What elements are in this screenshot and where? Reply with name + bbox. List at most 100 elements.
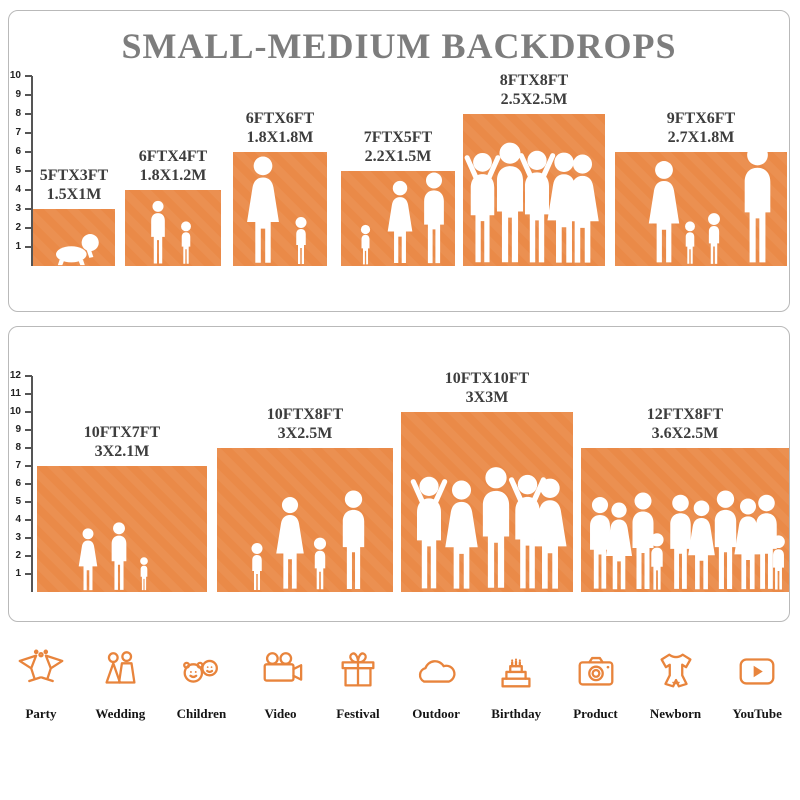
backdrop-bar-12ftx8ft: 12FTX8FT 3.6X2.5M (581, 406, 789, 592)
ruler-number: 3 (15, 203, 21, 214)
ruler-number: 9 (15, 89, 21, 100)
outdoor-icon (419, 660, 456, 683)
category-label: Video (264, 706, 297, 721)
category-youtube: YouTube (733, 648, 782, 722)
backdrop-bar-10ftx7ft: 10FTX7FT 3X2.1M (37, 424, 207, 592)
silhouette-woman (247, 156, 279, 263)
ruler-number: 7 (15, 127, 21, 138)
silhouette-man (744, 144, 771, 263)
category-outdoor: Outdoor (412, 648, 460, 722)
backdrop-bar-7ftx5ft: 7FTX5FT 2.2X1.5M (341, 129, 455, 266)
backdrop-label: 12FTX8FT 3.6X2.5M (646, 406, 724, 442)
silhouette-woman (648, 161, 680, 263)
ruler-number: 6 (15, 478, 21, 489)
category-birthday: Birthday (491, 648, 541, 722)
ruler-number: 8 (15, 442, 21, 453)
backdrop-bar-6ftx6ft: 6FTX6FT 1.8X1.8M (233, 110, 327, 266)
ruler-number: 9 (15, 424, 21, 435)
ruler-number: 6 (15, 146, 21, 157)
silhouette-child (295, 217, 307, 264)
silhouette-child (140, 557, 148, 591)
backdrop-label: 10FTX7FT 3X2.1M (83, 424, 161, 460)
ruler-number: 10 (9, 406, 21, 417)
backdrop-bar-6ftx4ft: 6FTX4FT 1.8X1.2M (125, 148, 221, 266)
silhouette-man (424, 172, 444, 264)
category-label: Newborn (649, 706, 702, 721)
ruler-number: 1 (15, 241, 21, 252)
silhouette-child (360, 224, 371, 265)
ruler-number: 5 (15, 165, 21, 176)
category-party: Party (18, 648, 64, 722)
category-product: Product (573, 648, 619, 722)
backdrop-label: 6FTX6FT 1.8X1.8M (245, 110, 315, 146)
silhouette-child (708, 213, 720, 264)
category-newborn: Newborn (650, 648, 701, 722)
category-festival: Festival (335, 648, 381, 722)
category-wedding: Wedding (95, 648, 145, 722)
category-label: YouTube (732, 706, 782, 721)
silhouette-man (111, 522, 127, 590)
ruler-number: 2 (15, 222, 21, 233)
backdrop-bar-5ftx3ft: 5FTX3FT 1.5X1M (33, 167, 115, 266)
category-label: Wedding (95, 706, 146, 721)
birthday-icon (501, 658, 531, 688)
backdrop-bar-8ftx8ft: 8FTX8FT 2.5X2.5M (463, 72, 605, 266)
backdrop-label: 5FTX3FT 1.5X1M (39, 167, 109, 203)
silhouette-child (313, 537, 327, 590)
silhouette-man (342, 490, 365, 589)
silhouette-woman (78, 528, 98, 591)
category-label: Party (25, 706, 57, 721)
newborn-icon (659, 653, 692, 688)
category-label: Festival (336, 706, 380, 721)
backdrop-label: 10FTX8FT 3X2.5M (266, 406, 344, 442)
ruler-number: 4 (15, 514, 21, 525)
page-title: SMALL-MEDIUM BACKDROPS (121, 26, 677, 66)
category-label: Children (176, 706, 227, 721)
ruler-number: 10 (9, 70, 21, 81)
ruler-number: 5 (15, 496, 21, 507)
silhouette-child (772, 535, 785, 590)
silhouette-woman (387, 180, 413, 263)
party-icon (18, 649, 64, 683)
ruler-top: 1 2 3 4 5 6 7 8 9 10 (10, 70, 33, 266)
backdrop-bar-10ftx8ft: 10FTX8FT 3X2.5M (217, 406, 393, 592)
children-icon (183, 659, 219, 683)
category-label: Birthday (491, 706, 542, 721)
silhouette-child (251, 543, 263, 590)
backdrop-label: 8FTX8FT 2.5X2.5M (499, 72, 569, 108)
silhouette-child (181, 221, 191, 264)
ruler-number: 7 (15, 460, 21, 471)
category-row: Party Wedding Children Video (0, 648, 800, 722)
backdrop-bar-10ftx10ft: 10FTX10FT 3X3M (401, 370, 573, 592)
product-icon (578, 656, 613, 686)
panel-small-medium-top: SMALL-MEDIUM BACKDROPS 1 2 3 4 5 6 7 8 9… (8, 10, 790, 312)
ruler-number: 2 (15, 550, 21, 561)
wedding-icon (105, 651, 136, 684)
ruler-number: 3 (15, 532, 21, 543)
youtube-icon (739, 658, 775, 685)
ruler-bottom: 1 2 3 4 5 6 7 8 9 10 11 12 (9, 370, 33, 592)
category-video: Video (258, 648, 304, 722)
category-label: Product (573, 706, 618, 721)
silhouette-woman (276, 496, 304, 589)
video-icon (263, 652, 302, 682)
ruler-number: 8 (15, 108, 21, 119)
backdrop-bar-9ftx6ft: 9FTX6FT 2.7X1.8M (615, 110, 787, 266)
category-label: Outdoor (412, 706, 460, 721)
silhouette-man (151, 200, 165, 264)
silhouette-woman (533, 478, 567, 589)
category-children: Children (176, 648, 227, 722)
silhouette-child (685, 221, 695, 264)
backdrop-label: 10FTX10FT 3X3M (444, 370, 530, 406)
backdrop-label: 6FTX4FT 1.8X1.2M (138, 148, 208, 184)
ruler-number: 11 (10, 388, 21, 399)
ruler-number: 4 (15, 184, 21, 195)
festival-icon (341, 652, 375, 687)
panel-small-medium-bottom: 1 2 3 4 5 6 7 8 9 10 11 12 10FTX7FT 3X2.1… (8, 326, 790, 622)
silhouette-woman (566, 154, 599, 263)
ruler-number: 12 (9, 370, 21, 381)
backdrop-label: 9FTX6FT 2.7X1.8M (666, 110, 736, 146)
ruler-number: 1 (15, 568, 21, 579)
backdrop-label: 7FTX5FT 2.2X1.5M (363, 129, 433, 165)
silhouette-baby (56, 234, 99, 266)
